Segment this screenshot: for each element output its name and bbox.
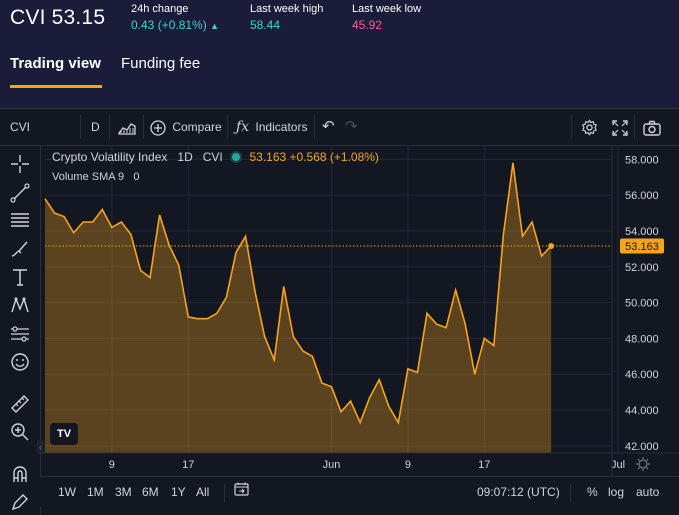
brush-icon[interactable] bbox=[10, 239, 30, 259]
chart-type-button[interactable] bbox=[118, 109, 136, 145]
change-value-wrap: 0.43 (+0.81%) ▲ bbox=[131, 18, 219, 32]
change-value: 0.43 (+0.81%) bbox=[131, 18, 207, 32]
compare-label: Compare bbox=[172, 120, 222, 134]
indicators-button[interactable]: ƒx Indicators bbox=[236, 109, 307, 145]
toolbar-divider bbox=[80, 115, 81, 139]
camera-icon[interactable] bbox=[643, 109, 661, 145]
high-stat: Last week high 58.44 bbox=[250, 3, 323, 32]
zoom-icon[interactable] bbox=[10, 422, 30, 442]
toolbar-divider bbox=[227, 115, 228, 139]
chart-toolbar: CVI D Compare ƒx Indicators ↶ ↷ bbox=[0, 109, 679, 146]
bottom-toolbar: 1W 1M 3M 6M 1Y All 09:07:12 (UTC) % log … bbox=[40, 476, 679, 507]
volume-value: 0 bbox=[133, 171, 140, 183]
high-value: 58.44 bbox=[250, 18, 281, 32]
low-stat: Last week low 45.92 bbox=[352, 3, 421, 32]
auto-scale-toggle[interactable]: auto bbox=[636, 485, 660, 499]
compare-button[interactable]: Compare bbox=[150, 109, 222, 145]
range-button-1y[interactable]: 1Y bbox=[171, 485, 186, 499]
settings-gear-icon[interactable] bbox=[581, 109, 598, 145]
date-range-icon[interactable] bbox=[234, 477, 249, 507]
drawing-toolbar bbox=[0, 146, 41, 515]
indicators-label: Indicators bbox=[255, 120, 308, 134]
triangle-up-icon: ▲ bbox=[210, 21, 219, 31]
fullscreen-icon[interactable] bbox=[612, 109, 628, 145]
text-icon[interactable] bbox=[10, 267, 30, 287]
fib-icon[interactable] bbox=[10, 210, 30, 230]
ticker-price: CVI 53.15 bbox=[10, 6, 106, 29]
toolbar-divider bbox=[314, 115, 315, 139]
collapse-toolbar-icon[interactable]: ‹ bbox=[37, 440, 44, 454]
toolbar-divider bbox=[571, 115, 572, 139]
range-divider bbox=[224, 477, 225, 507]
legend-last: 53.163 bbox=[249, 150, 287, 164]
log-scale-toggle[interactable]: log bbox=[608, 485, 625, 499]
legend-name: Crypto Volatility Index bbox=[52, 150, 168, 164]
volume-name: Volume SMA 9 bbox=[52, 171, 125, 183]
plus-circle-icon bbox=[150, 120, 166, 136]
ruler-icon[interactable] bbox=[10, 394, 30, 414]
low-value: 45.92 bbox=[352, 18, 383, 32]
tab-funding-fee[interactable]: Funding fee bbox=[121, 55, 201, 72]
pencil-lock-icon[interactable] bbox=[10, 492, 30, 512]
active-tab-indicator bbox=[10, 85, 102, 88]
market-header: CVI 53.15 24h change 0.43 (+0.81%) ▲ Las… bbox=[0, 0, 679, 104]
percent-scale-toggle[interactable]: % bbox=[587, 485, 598, 499]
series-legend: Crypto Volatility Index 1D CVI 53.163 +0… bbox=[52, 150, 379, 164]
crosshair-icon[interactable] bbox=[10, 154, 30, 174]
legend-symbol: CVI bbox=[202, 150, 223, 164]
pattern-icon[interactable] bbox=[10, 295, 30, 315]
area-chart-icon bbox=[118, 122, 136, 135]
emoji-icon[interactable] bbox=[10, 352, 30, 372]
symbol-search-button[interactable]: CVI bbox=[10, 120, 31, 134]
forecast-icon[interactable] bbox=[10, 324, 30, 344]
high-label: Last week high bbox=[250, 3, 324, 15]
magnet-icon[interactable] bbox=[10, 464, 30, 484]
range-button-1w[interactable]: 1W bbox=[58, 485, 76, 499]
legend-interval: 1D bbox=[177, 150, 193, 164]
utc-time[interactable]: 09:07:12 (UTC) bbox=[477, 485, 560, 499]
range-button-all[interactable]: All bbox=[196, 485, 210, 499]
fx-icon: ƒx bbox=[236, 119, 250, 135]
range-divider bbox=[570, 477, 571, 507]
volume-legend: Volume SMA 9 0 bbox=[52, 171, 139, 183]
range-button-3m[interactable]: 3M bbox=[115, 485, 132, 499]
low-label: Last week low bbox=[352, 3, 422, 15]
tradingview-logo[interactable]: TV bbox=[50, 423, 78, 445]
market-status-icon bbox=[232, 153, 241, 162]
undo-icon[interactable]: ↶ bbox=[322, 118, 335, 135]
range-button-6m[interactable]: 6M bbox=[142, 485, 159, 499]
redo-icon[interactable]: ↷ bbox=[345, 118, 358, 135]
toolbar-divider bbox=[143, 115, 144, 139]
toolbar-divider bbox=[109, 115, 110, 139]
change-label: 24h change bbox=[131, 3, 189, 15]
interval-button[interactable]: D bbox=[91, 120, 100, 134]
tab-trading-view[interactable]: Trading view bbox=[10, 55, 101, 72]
toolbar-divider bbox=[634, 115, 635, 139]
trend-line-icon[interactable] bbox=[10, 183, 30, 203]
change-stat: 24h change 0.43 (+0.81%) ▲ bbox=[131, 3, 219, 32]
legend-change: +0.568 (+1.08%) bbox=[289, 150, 379, 164]
range-button-1m[interactable]: 1M bbox=[87, 485, 104, 499]
chart-frame: CVI D Compare ƒx Indicators ↶ ↷ bbox=[0, 108, 679, 515]
